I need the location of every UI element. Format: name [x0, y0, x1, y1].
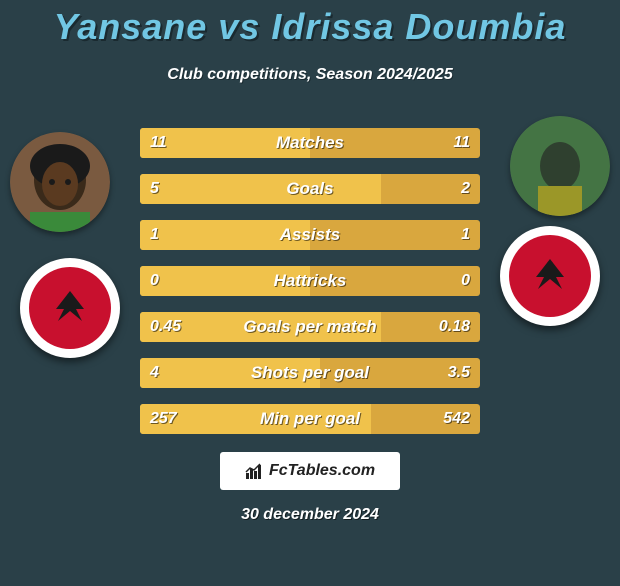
stat-value-left: 4: [150, 358, 159, 388]
stat-row: Hattricks0 0: [140, 266, 480, 296]
stat-value-left: 1: [150, 220, 159, 250]
brand-icon: [245, 462, 263, 480]
stat-label: Goals: [140, 174, 480, 204]
stat-label: Hattricks: [140, 266, 480, 296]
stat-value-right: 2: [461, 174, 470, 204]
page-title: Yansane vs Idrissa Doumbia: [0, 6, 620, 48]
stat-row: Shots per goal4 3.5: [140, 358, 480, 388]
brand-box: FcTables.com: [220, 452, 400, 490]
brand-label: FcTables.com: [269, 462, 375, 480]
stat-row: Assists1 1: [140, 220, 480, 250]
player-left-avatar: [10, 132, 110, 232]
stat-value-right: 1: [461, 220, 470, 250]
stat-value-left: 11: [150, 128, 167, 158]
stat-row: Goals5 2: [140, 174, 480, 204]
comparison-bars: Matches1111Goals52Assists11Hattricks00Go…: [140, 128, 480, 450]
stat-row: Min per goal257 542: [140, 404, 480, 434]
stat-row: Goals per match0.45 0.18: [140, 312, 480, 342]
stat-value-right: 0: [461, 266, 470, 296]
stat-value-right: 0.18: [439, 312, 470, 342]
stat-label: Assists: [140, 220, 480, 250]
stat-label: Goals per match: [140, 312, 480, 342]
stat-label: Min per goal: [140, 404, 480, 434]
stat-value-left: 0.45: [150, 312, 181, 342]
player-right-avatar: [510, 116, 610, 216]
club-logo-right: [500, 226, 600, 326]
stat-value-right: 3.5: [448, 358, 470, 388]
stat-value-right: 542: [443, 404, 470, 434]
stat-label: Shots per goal: [140, 358, 480, 388]
stat-value-left: 5: [150, 174, 159, 204]
club-logo-left: [20, 258, 120, 358]
stat-row: Matches11 11: [140, 128, 480, 158]
stat-value-right: 11: [453, 128, 470, 158]
stat-value-left: 0: [150, 266, 159, 296]
stat-label: Matches: [140, 128, 480, 158]
subtitle: Club competitions, Season 2024/2025: [0, 66, 620, 84]
date-label: 30 december 2024: [0, 506, 620, 524]
stat-value-left: 257: [150, 404, 177, 434]
